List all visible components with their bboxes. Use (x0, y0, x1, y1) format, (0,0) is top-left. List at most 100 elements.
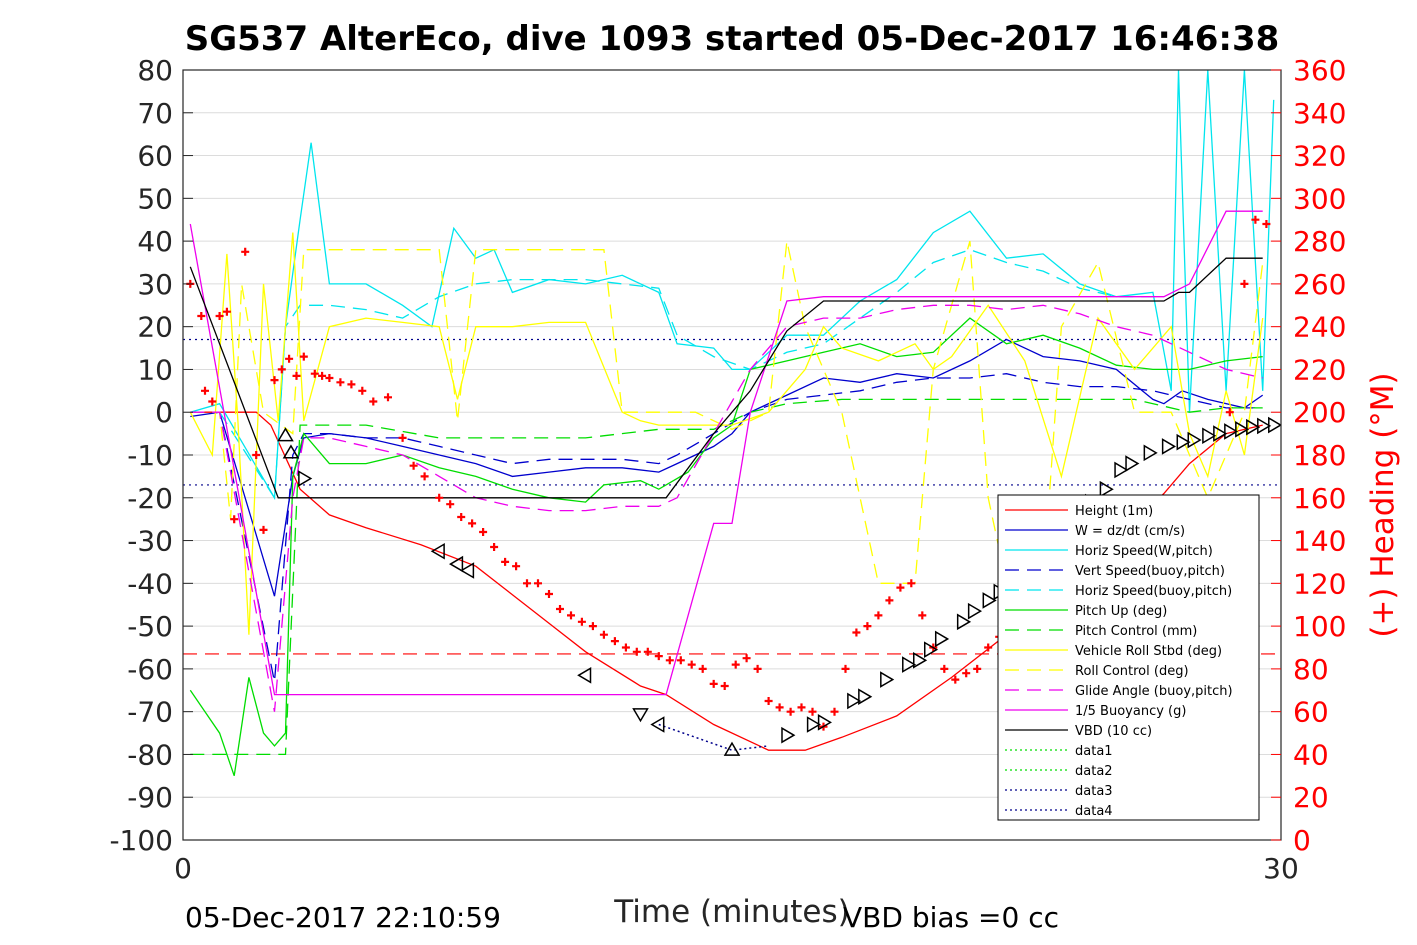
heading-point-69 (907, 579, 916, 588)
heading-point-51 (709, 679, 718, 688)
triangle-marker-13 (847, 692, 862, 710)
series-line-10 (189, 210, 1263, 696)
heading-point-31 (490, 543, 499, 551)
heading-point-57 (775, 703, 784, 712)
y-tick-label-15: -70 (127, 696, 173, 729)
heading-point-67 (885, 596, 894, 605)
heading-point-95 (1240, 279, 1249, 288)
triangle-marker-1 (282, 444, 300, 459)
y2-tick-label-11: 140 (1293, 525, 1346, 558)
heading-point-18 (336, 378, 345, 387)
y2-tick-label-6: 240 (1293, 311, 1346, 344)
legend-label-7: Vehicle Roll Stbd (deg) (1075, 644, 1222, 659)
heading-point-66 (874, 611, 883, 620)
triangle-marker-16 (902, 656, 917, 673)
heading-point-56 (764, 697, 773, 705)
y-tick-label-3: 50 (137, 182, 173, 215)
y-tick-label-1: 70 (137, 97, 173, 130)
heading-point-43 (621, 643, 630, 652)
triangle-marker-33 (1187, 431, 1202, 449)
heading-point-73 (951, 675, 960, 684)
heading-point-41 (599, 630, 608, 639)
triangle-marker-5 (460, 562, 475, 579)
heading-point-59 (797, 703, 806, 712)
heading-point-11 (277, 365, 286, 374)
triangle-marker-8 (650, 716, 665, 733)
footer-vbd-bias: VBD bias =0 cc (843, 901, 1059, 934)
heading-point-23 (398, 433, 407, 442)
triangle-marker-17 (913, 652, 928, 669)
heading-point-20 (358, 386, 367, 395)
y2-tick-label-0: 360 (1293, 54, 1346, 87)
triangle-marker-2 (298, 470, 313, 487)
heading-point-62 (830, 707, 839, 716)
triangle-marker-3 (430, 542, 445, 560)
y-tick-label-14: -60 (127, 653, 173, 686)
y-tick-label-5: 30 (137, 268, 173, 301)
y-tick-label-7: 10 (137, 353, 173, 386)
heading-point-44 (632, 647, 641, 656)
heading-point-42 (610, 637, 619, 646)
y2-tick-label-12: 120 (1293, 567, 1346, 600)
y2-tick-label-10: 160 (1293, 482, 1346, 515)
y2-tick-label-14: 80 (1293, 653, 1329, 686)
y-tick-label-0: 80 (137, 54, 173, 87)
triangle-marker-35 (1213, 425, 1228, 442)
heading-point-96 (1251, 215, 1260, 224)
y-tick-label-8: 0 (155, 396, 173, 429)
heading-point-36 (545, 590, 553, 598)
heading-point-74 (962, 669, 971, 678)
heading-point-68 (896, 583, 905, 592)
y2-tick-label-13: 100 (1293, 610, 1346, 643)
triangle-marker-32 (1176, 433, 1191, 451)
heading-point-55 (753, 664, 762, 673)
legend-label-2: Horiz Speed(W,pitch) (1075, 544, 1213, 559)
triangle-marker-15 (880, 671, 895, 688)
heading-point-16 (318, 371, 327, 380)
triangle-marker-6 (577, 666, 592, 684)
legend: Height (1m) W = dz/dt (cm/s) Horiz Speed(W… (997, 494, 1260, 821)
heading-point-39 (577, 617, 586, 626)
y2-tick-label-16: 40 (1293, 738, 1329, 771)
heading-point-22 (384, 393, 392, 402)
legend-label-3: Vert Speed(buoy,pitch) (1075, 564, 1225, 579)
heading-point-60 (808, 707, 817, 716)
heading-point-47 (665, 656, 674, 665)
y-tick-label-12: -40 (127, 567, 173, 600)
heading-point-35 (534, 579, 542, 588)
heading-point-1 (197, 312, 206, 320)
y2-tick-label-4: 280 (1293, 225, 1346, 258)
heading-point-25 (420, 472, 429, 481)
heading-point-97 (1262, 220, 1271, 228)
triangle-marker-39 (1257, 417, 1272, 435)
triangle-marker-30 (1143, 444, 1158, 462)
heading-point-15 (310, 369, 319, 378)
heading-point-24 (409, 461, 418, 470)
heading-point-34 (523, 579, 531, 588)
legend-label-1: W = dz/dt (cm/s) (1075, 524, 1185, 539)
triangle-marker-31 (1161, 438, 1177, 455)
y2-tick-label-5: 260 (1293, 268, 1346, 301)
heading-point-4 (215, 312, 224, 320)
legend-label-10: 1/5 Buoyancy (g) (1075, 704, 1186, 719)
heading-point-54 (742, 654, 751, 663)
legend-label-15: data4 (1075, 804, 1113, 819)
triangle-marker-0 (277, 427, 294, 442)
heading-point-94 (1225, 408, 1234, 417)
heading-point-9 (259, 525, 268, 534)
heading-point-48 (676, 656, 685, 665)
heading-point-30 (479, 528, 488, 536)
chart-title: SG537 AlterEco, dive 1093 started 05-Dec… (185, 19, 1280, 59)
heading-point-8 (252, 451, 261, 459)
y-tick-label-13: -50 (127, 610, 173, 643)
triangle-marker-40 (1268, 416, 1281, 434)
triangle-marker-22 (982, 592, 997, 609)
triangle-marker-7 (632, 708, 649, 723)
series-line-7 (189, 232, 1264, 635)
series-line-8 (190, 240, 1264, 584)
depth-triangles (277, 416, 1281, 756)
footer-timestamp: 05-Dec-2017 22:10:59 (185, 901, 501, 934)
triangle-marker-14 (858, 688, 873, 706)
triangle-marker-36 (1224, 423, 1239, 440)
